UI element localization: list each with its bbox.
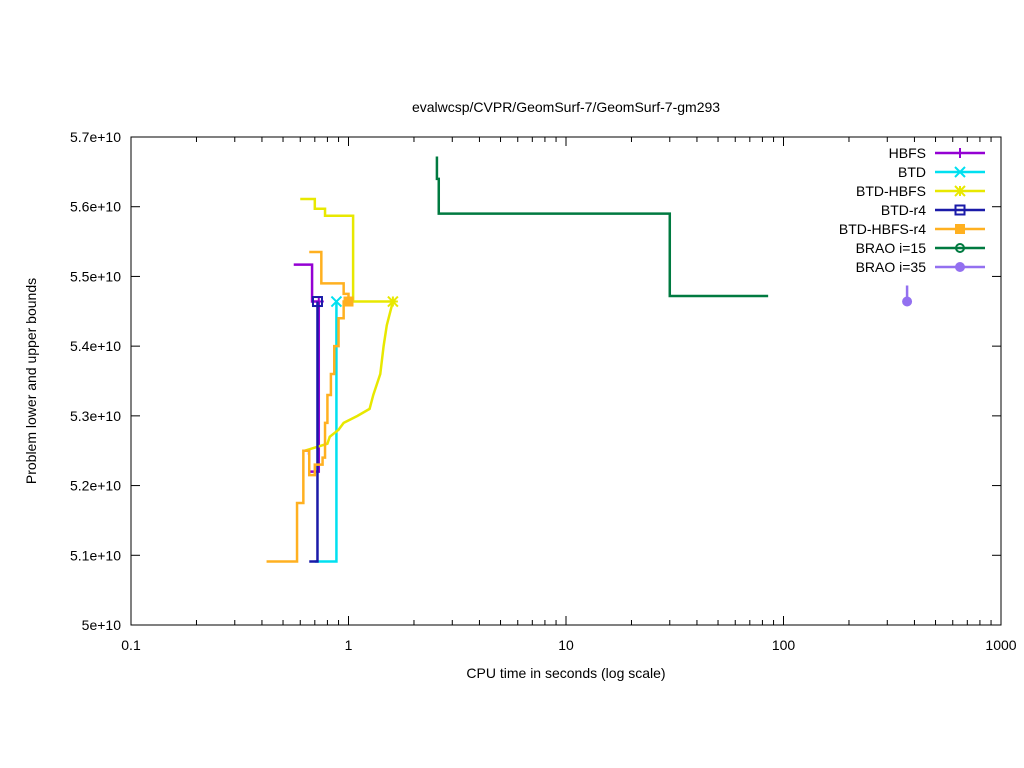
legend-entry-btd-hbfs-marker-shape [954,185,966,197]
y-tick-label: 5.7e+10 [70,129,121,145]
legend-entry-btd-hbfs-label: BTD-HBFS [856,183,926,199]
series-brao-i-35 [902,285,913,307]
series-btd-hbfs-final-marker [387,295,399,308]
chart-title: evalwcsp/CVPR/GeomSurf-7/GeomSurf-7-gm29… [412,99,720,115]
legend-entry-hbfs-label: HBFS [889,145,926,161]
legend-entry-btd-r4: BTD-r4 [881,202,985,218]
series-brao-i-35-final-marker [902,296,913,307]
series-btd [314,295,343,563]
legend-entry-btd-marker-shape [954,166,966,178]
y-tick-label: 5e+10 [82,617,122,633]
legend-entry-brao-i-35-marker-shape [955,262,965,272]
legend-entry-brao-i-15: BRAO i=15 [856,240,985,256]
series-btd-r4-final-marker-shape [311,296,323,308]
legend-entry-brao-i-35: BRAO i=35 [856,259,985,275]
legend-entry-brao-i-15-label: BRAO i=15 [856,240,927,256]
series-btd-final-marker [330,295,343,308]
series-btd-hbfs-lower-bound-line [304,301,395,452]
legend-entry-brao-i-35-marker [955,262,965,272]
series-brao-i-35-final-marker-shape [902,296,913,307]
series-hbfs [293,263,324,473]
legend-entry-btd-hbfs-marker [954,185,966,197]
x-tick-label: 10 [558,637,574,653]
x-tick-label: 0.1 [121,637,141,653]
y-tick-label: 5.4e+10 [70,338,121,354]
series-btd-hbfs-r4-final-marker-shape [343,296,354,307]
plot-frame [130,136,1002,626]
legend-entry-btd-hbfs-r4: BTD-HBFS-r4 [839,221,985,237]
series-btd-r4 [309,296,323,563]
legend-entry-btd-label: BTD [898,164,926,180]
legend-entry-btd-hbfs-r4-marker-shape [955,224,965,234]
series-layer [266,156,913,563]
legend-entry-btd: BTD [898,164,985,180]
legend-entry-brao-i-15-marker-shape [955,243,965,253]
series-btd-hbfs-upper-bound-line [300,197,393,303]
series-btd-hbfs [300,197,399,452]
series-btd-hbfs-r4 [266,250,354,563]
y-axis-label: Problem lower and upper bounds [23,278,39,484]
series-brao-i-15 [435,156,769,298]
series-brao-i-15-upper-bound-line [435,156,769,298]
x-tick-label: 1000 [985,637,1016,653]
series-btd-hbfs-r4-final-marker [343,296,354,307]
x-axis-label: CPU time in seconds (log scale) [466,665,665,681]
x-tick-label: 1 [345,637,353,653]
series-btd-r4-final-marker [311,296,323,308]
series-btd-r4-lower-bound-line [309,301,319,563]
y-tick-label: 5.3e+10 [70,408,121,424]
legend-entry-btd-r4-label: BTD-r4 [881,202,926,218]
legend-entry-hbfs: HBFS [889,145,985,161]
series-btd-final-marker-shape [330,295,343,308]
series-btd-lower-bound-line [314,301,338,563]
series-hbfs-upper-bound-line [293,263,319,303]
series-btd-hbfs-r4-lower-bound-line [266,300,349,563]
legend-entry-btd-hbfs-r4-label: BTD-HBFS-r4 [839,221,926,237]
y-tick-label: 5.5e+10 [70,268,121,284]
y-tick-label: 5.6e+10 [70,199,121,215]
legend-entry-btd-r4-marker-shape [954,204,966,216]
ticks-layer: 0.1 1 10 100 1000 5e+10 5.1e+10 5.2e+10 5.3e+10 5… [70,129,1017,653]
legend-entry-brao-i-15-marker [955,243,965,253]
series-btd-hbfs-final-marker-shape [387,295,399,308]
series-btd-hbfs-r4-upper-bound-line [309,250,350,302]
legend: HBFS BTD BTD-HBFS BTD-r4 BTD-HBFS-r4 BRAO i=1… [839,145,985,275]
legend-entry-btd-r4-marker [954,204,966,216]
x-tick-label: 100 [772,637,796,653]
legend-entry-btd-hbfs-r4-marker [955,224,965,234]
y-tick-label: 5.2e+10 [70,478,121,494]
y-tick-label: 5.1e+10 [70,547,121,563]
legend-entry-btd-marker [954,166,966,178]
legend-entry-hbfs-marker [955,148,965,158]
legend-entry-brao-i-35-label: BRAO i=35 [856,259,927,275]
legend-entry-hbfs-marker-shape [955,148,965,158]
legend-entry-btd-hbfs: BTD-HBFS [856,183,985,199]
